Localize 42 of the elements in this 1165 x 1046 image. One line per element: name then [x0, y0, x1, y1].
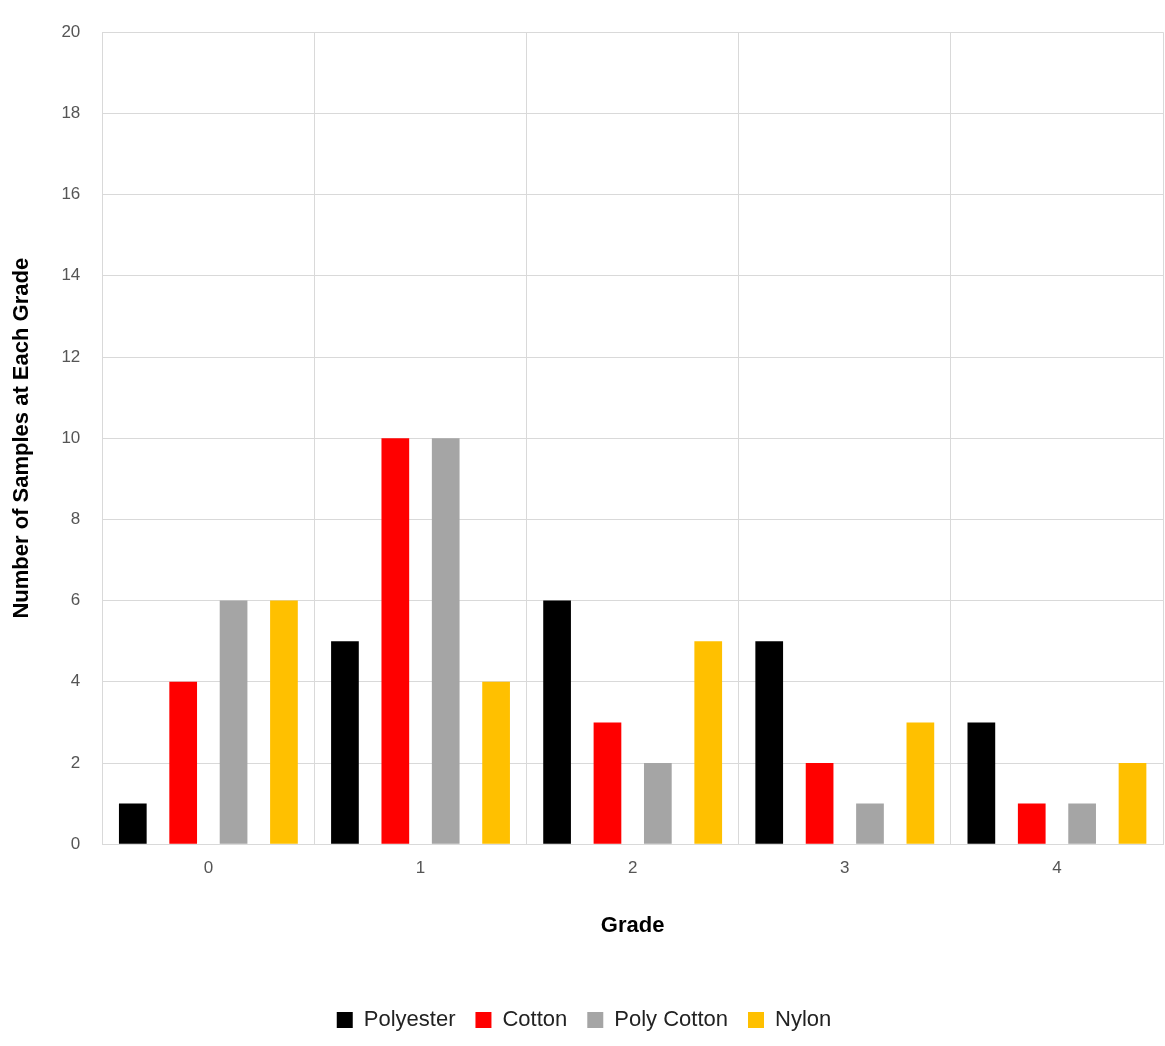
x-tick-label: 1 [415, 858, 426, 878]
bar [694, 641, 723, 844]
bar [967, 722, 996, 844]
y-tick-label: 10 [61, 427, 81, 447]
bar [331, 641, 359, 844]
legend-label: Nylon [775, 1006, 832, 1032]
bar [543, 600, 571, 844]
y-tick-label: 8 [70, 509, 81, 529]
bar [755, 641, 784, 844]
bar [169, 681, 198, 844]
y-tick-label: 4 [70, 671, 81, 691]
y-tick-label: 0 [70, 833, 81, 853]
bar [482, 681, 510, 844]
x-axis-title: Grade [600, 911, 665, 937]
y-tick-label: 12 [61, 346, 81, 366]
legend-label: Cotton [502, 1006, 568, 1032]
bar [381, 438, 410, 844]
bar [593, 722, 622, 844]
bar [1017, 803, 1046, 844]
x-tick-label: 4 [1052, 858, 1062, 878]
bar [643, 763, 672, 844]
bar [1068, 803, 1096, 844]
bar [431, 438, 460, 844]
bar [118, 803, 147, 844]
y-axis-title: Number of Samples at Each Grade [8, 257, 34, 619]
legend-label: Poly Cotton [614, 1006, 729, 1032]
bar [805, 763, 834, 844]
y-tick-label: 18 [61, 103, 81, 123]
bar [906, 722, 935, 844]
x-tick-label: 2 [627, 858, 638, 878]
bar [219, 600, 248, 844]
bar [270, 600, 298, 844]
y-tick-label: 16 [61, 184, 81, 204]
bar [1118, 763, 1147, 844]
y-tick-label: 20 [61, 21, 81, 41]
y-tick-label: 6 [70, 590, 81, 610]
bar [856, 803, 884, 844]
x-tick-label: 0 [203, 858, 214, 878]
y-tick-label: 14 [61, 265, 81, 285]
legend-label: Polyester [363, 1006, 456, 1032]
y-tick-label: 2 [70, 752, 81, 772]
x-tick-label: 3 [840, 858, 850, 878]
